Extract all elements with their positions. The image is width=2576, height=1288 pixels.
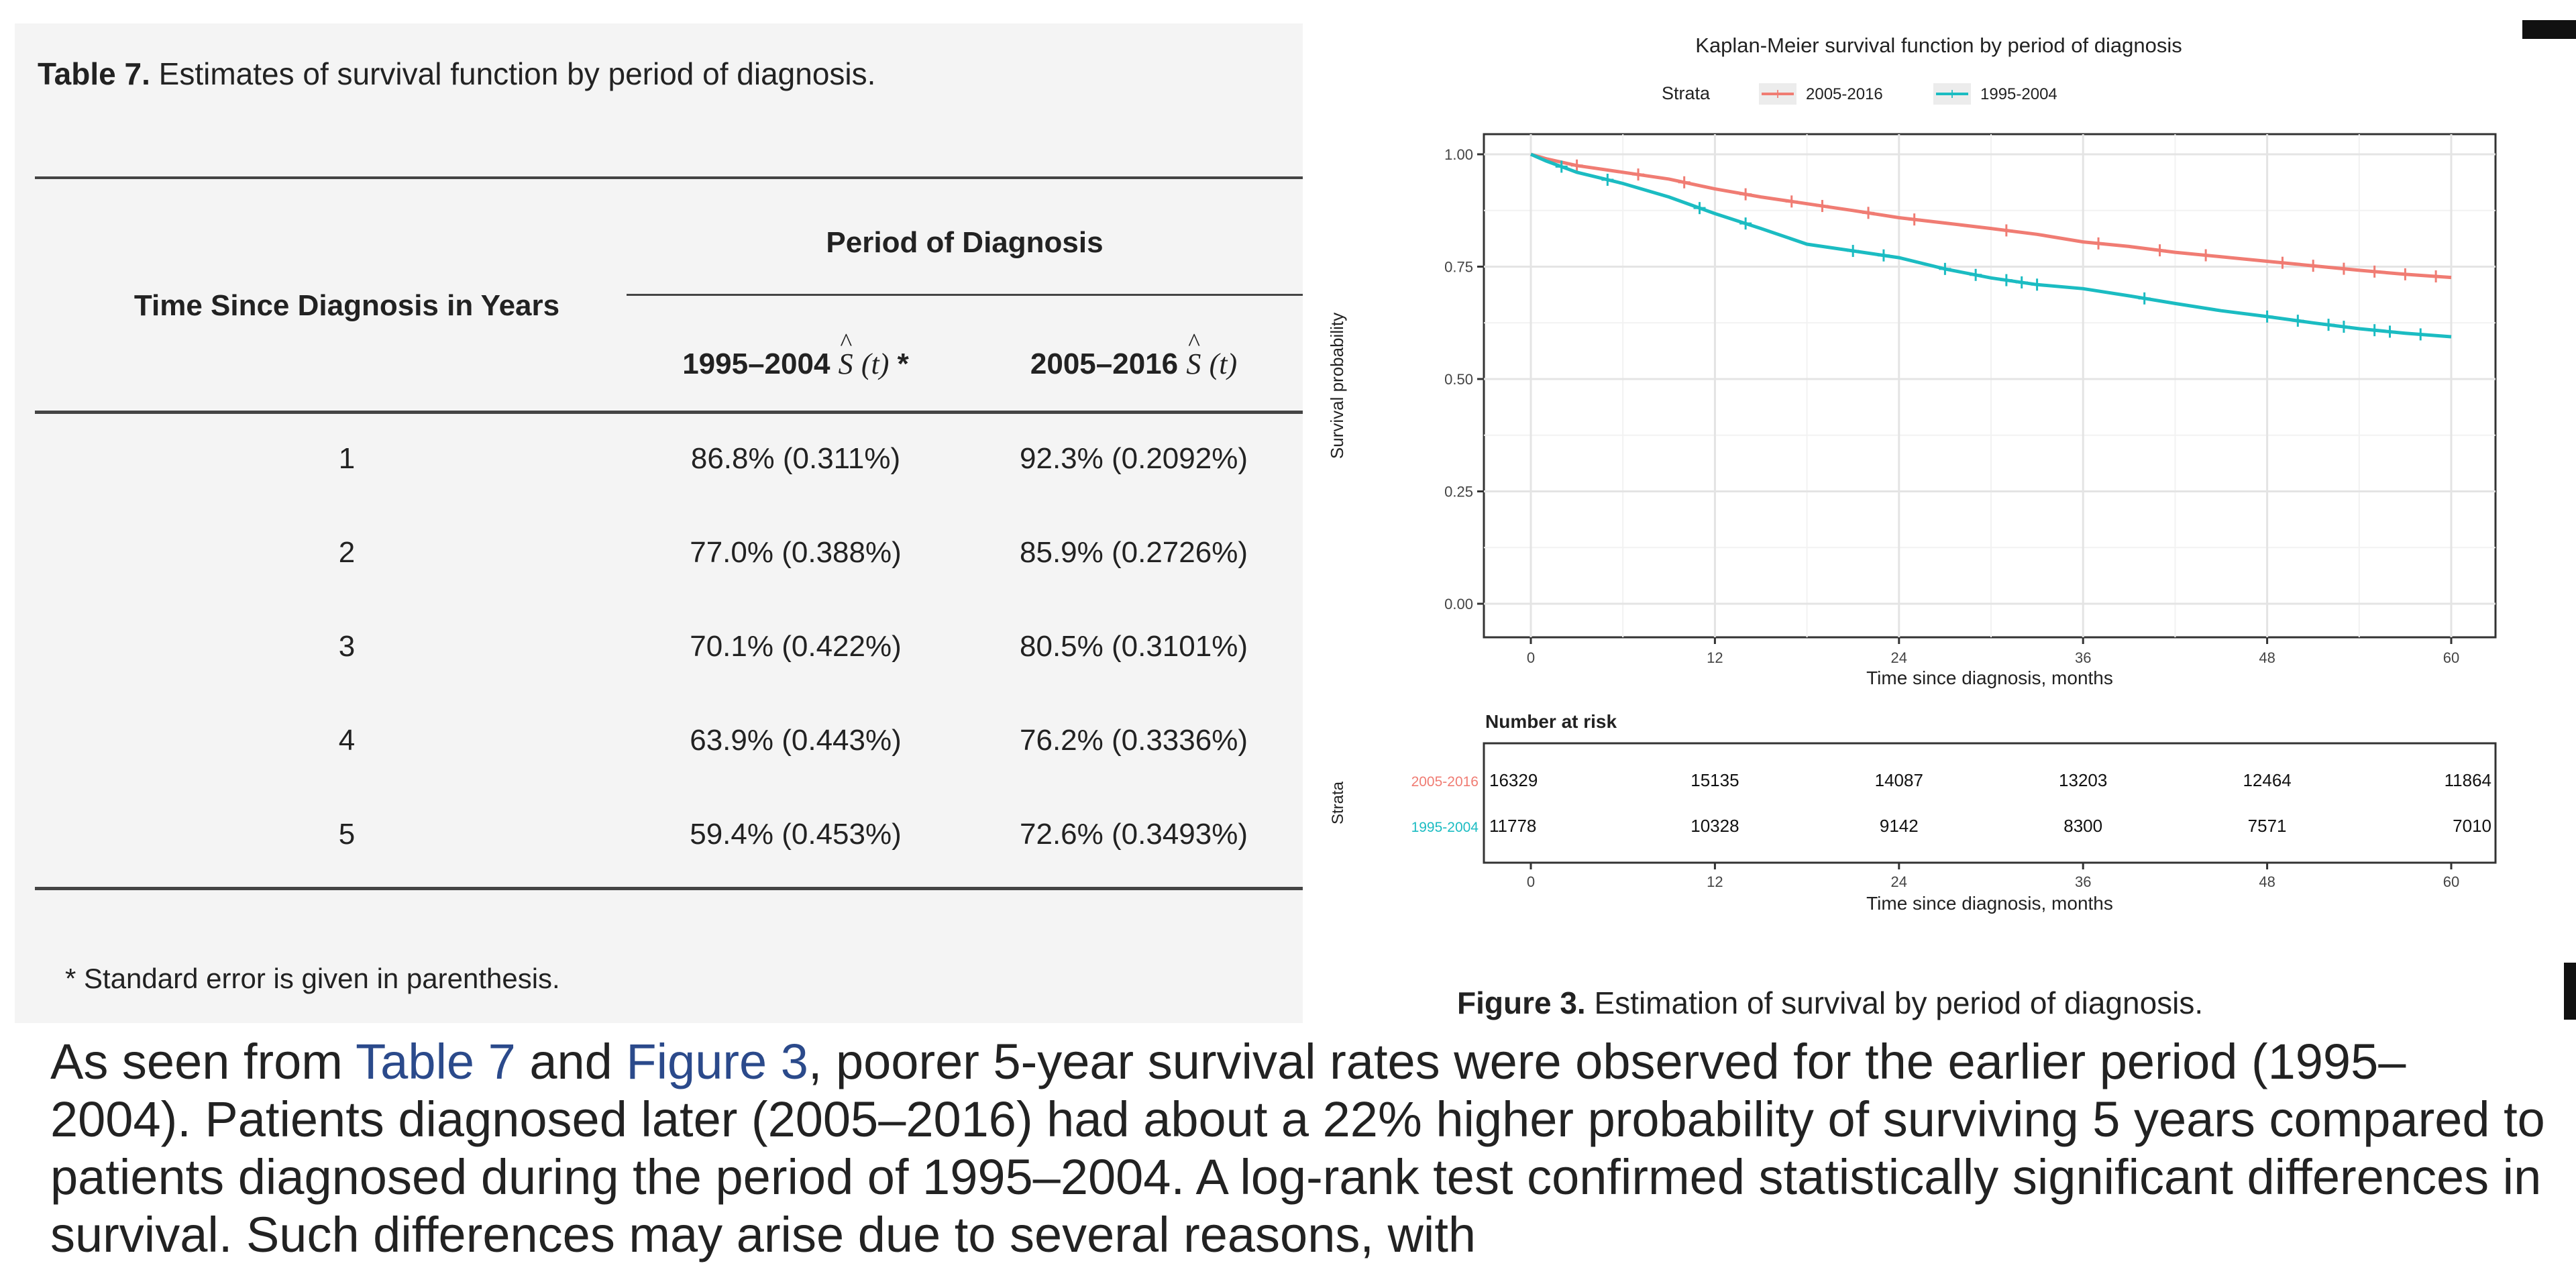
risk-count: 13203 xyxy=(2059,770,2107,790)
figure-caption: Figure 3. Estimation of survival by peri… xyxy=(1457,985,2203,1021)
risk-count: 9142 xyxy=(1880,816,1919,836)
table-row: 3 70.1% (0.422%) 80.5% (0.3101%) xyxy=(338,630,1248,663)
chart-title: Kaplan-Meier survival function by period… xyxy=(1695,34,2182,57)
corner-mark xyxy=(2522,20,2576,39)
y-axis-label: Survival probability xyxy=(1327,313,1347,459)
risk-row-label: 1995-2004 xyxy=(1411,820,1479,835)
chart-legend: Strata +2005-2016 +1995-2004 xyxy=(1662,83,2057,105)
risk-count: 16329 xyxy=(1489,770,1538,790)
header-period-2005-2016: 2005–2016 S (t) xyxy=(965,328,1303,381)
table-row: 1 86.8% (0.311%) 92.3% (0.2092%) xyxy=(338,442,1248,475)
x-tick-label: 24 xyxy=(1891,649,1907,666)
risk-x-tick-label: 36 xyxy=(2075,873,2091,890)
risk-table-ylabel: Strata xyxy=(1329,781,1347,824)
header-period-of-diagnosis: Period of Diagnosis xyxy=(826,226,1104,259)
risk-x-tick-label: 60 xyxy=(2443,873,2459,890)
risk-row-label: 2005-2016 xyxy=(1411,774,1479,790)
table-top-rule xyxy=(35,176,1303,179)
risk-count: 8300 xyxy=(2063,816,2102,836)
risk-table-title: Number at risk xyxy=(1485,711,1617,732)
risk-count: 10328 xyxy=(1690,816,1739,836)
y-tick-label: 0.25 xyxy=(1444,484,1473,500)
legend-marker: + xyxy=(1947,85,1957,103)
y-tick-label: 1.00 xyxy=(1444,146,1473,163)
legend-label: 2005-2016 xyxy=(1806,85,1883,103)
risk-count: 14087 xyxy=(1875,770,1923,790)
risk-count: 7571 xyxy=(2248,816,2287,836)
legend-title: Strata xyxy=(1662,83,1711,103)
km-figure-panel: Kaplan-Meier survival function by period… xyxy=(1303,0,2576,1023)
y-tick-label: 0.00 xyxy=(1444,596,1473,612)
y-tick-label: 0.75 xyxy=(1444,259,1473,276)
corner-mark xyxy=(2564,963,2576,1020)
header-time-since-diagnosis: Time Since Diagnosis in Years xyxy=(133,289,560,322)
series-line-2005-2016 xyxy=(1530,152,2452,280)
risk-x-tick-label: 12 xyxy=(1707,873,1723,890)
risk-count: 15135 xyxy=(1690,770,1739,790)
plot-axes: 0.00 0.25 0.50 0.75 1.00 0 12 24 36 48 60 xyxy=(1444,146,2459,666)
risk-table: 2005-2016 16329 15135 14087 13203 12464 11864 1… xyxy=(1411,770,2491,890)
table-footnote: * Standard error is given in parenthesis… xyxy=(65,963,560,994)
legend-label: 1995-2004 xyxy=(1980,85,2057,103)
risk-count: 7010 xyxy=(2453,816,2491,836)
table-caption: Table 7. Estimates of survival function … xyxy=(38,56,875,92)
risk-count: 12464 xyxy=(2243,770,2291,790)
legend-marker: + xyxy=(1773,85,1782,103)
risk-x-tick-label: 48 xyxy=(2259,873,2275,890)
series-line-1995-2004 xyxy=(1529,152,2452,339)
risk-count: 11864 xyxy=(2445,770,2491,790)
table-bottom-rule xyxy=(35,887,1303,890)
header-period-1995-2004: 1995–2004 S (t) * xyxy=(627,328,965,381)
survival-table-panel: Table 7. Estimates of survival function … xyxy=(15,23,1303,1023)
plot-series xyxy=(1529,152,2452,341)
risk-count: 11778 xyxy=(1489,816,1536,836)
x-axis-label: Time since diagnosis, months xyxy=(1866,667,2113,688)
x-tick-label: 0 xyxy=(1527,649,1535,666)
table-row: 4 63.9% (0.443%) 76.2% (0.3336%) xyxy=(338,724,1248,757)
x-tick-label: 36 xyxy=(2075,649,2091,666)
risk-table-box xyxy=(1483,742,2497,864)
figure-3-link[interactable]: Figure 3 xyxy=(626,1034,808,1089)
table-row: 2 77.0% (0.388%) 85.9% (0.2726%) xyxy=(338,536,1248,569)
table-caption-text: Estimates of survival function by period… xyxy=(158,56,876,91)
km-chart: Kaplan-Meier survival function by period… xyxy=(1327,34,2497,914)
figure-caption-label: Figure 3. xyxy=(1457,985,1586,1020)
risk-table-xlabel: Time since diagnosis, months xyxy=(1866,893,2113,914)
table-7-link[interactable]: Table 7 xyxy=(356,1034,516,1089)
figure-caption-text: Estimation of survival by period of diag… xyxy=(1594,985,2204,1020)
table-header-rule xyxy=(35,411,1303,414)
risk-x-tick-label: 24 xyxy=(1891,873,1907,890)
table-caption-label: Table 7. xyxy=(38,56,150,91)
header-group-rule xyxy=(627,294,1303,296)
x-tick-label: 12 xyxy=(1707,649,1723,666)
x-tick-label: 48 xyxy=(2259,649,2275,666)
body-paragraph: As seen from Table 7 and Figure 3, poore… xyxy=(50,1034,2545,1263)
y-tick-label: 0.50 xyxy=(1444,371,1473,388)
x-tick-label: 60 xyxy=(2443,649,2459,666)
risk-x-tick-label: 0 xyxy=(1527,873,1535,890)
plot-area xyxy=(1483,133,2497,639)
table-row: 5 59.4% (0.453%) 72.6% (0.3493%) xyxy=(338,818,1248,851)
